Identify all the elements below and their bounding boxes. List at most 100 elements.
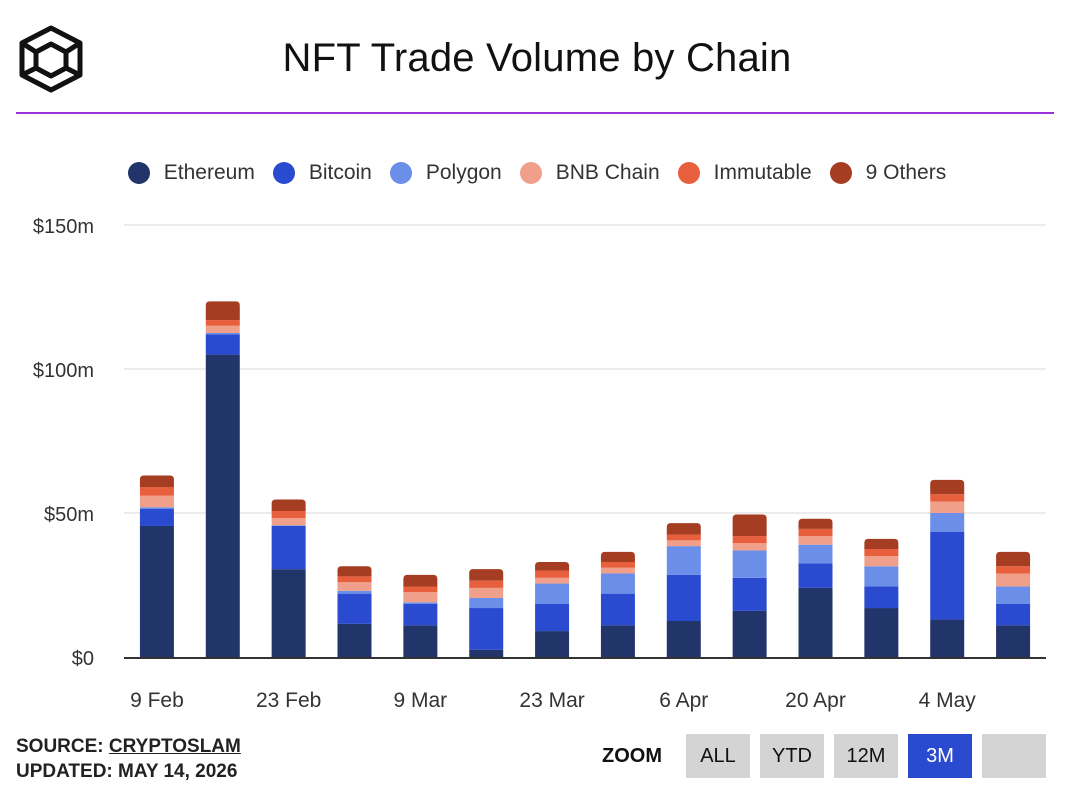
bar-segment-immutable bbox=[732, 536, 767, 544]
zoom-button-ytd[interactable]: YTD bbox=[760, 734, 824, 778]
bar-segment-ethereum bbox=[798, 587, 833, 657]
source-link[interactable]: CRYPTOSLAM bbox=[108, 736, 241, 757]
legend-swatch bbox=[272, 162, 295, 184]
bar-segment-polygon bbox=[996, 586, 1031, 604]
legend-item-immutable[interactable]: Immutable bbox=[677, 161, 812, 185]
bar-segment-immutable bbox=[666, 534, 701, 541]
bar-segment-9-others bbox=[535, 561, 570, 571]
bar-segment-ethereum bbox=[535, 631, 570, 657]
bar-segment-bitcoin bbox=[798, 563, 833, 588]
bar-segment-bnb-chain bbox=[205, 325, 240, 333]
updated-date: UPDATED: MAY 14, 2026 bbox=[16, 761, 238, 782]
x-tick-label: 6 Apr bbox=[659, 689, 708, 712]
bar-segment-9-others bbox=[666, 523, 701, 535]
bar-segment-bitcoin bbox=[996, 603, 1031, 626]
x-tick-label: 4 May bbox=[919, 689, 977, 712]
block-logo-icon bbox=[19, 25, 83, 93]
source-line: SOURCE: CRYPTOSLAM bbox=[16, 734, 241, 759]
legend-item-polygon[interactable]: Polygon bbox=[389, 161, 502, 185]
zoom-label: ZOOM bbox=[602, 744, 662, 767]
zoom-button-all[interactable]: ALL bbox=[686, 734, 750, 778]
x-tick-label: 23 Feb bbox=[256, 689, 321, 712]
bar-segment-9-others bbox=[798, 518, 833, 529]
bar-segment-ethereum bbox=[930, 619, 965, 657]
bar-segment-polygon bbox=[469, 597, 504, 609]
bar-segment-bitcoin bbox=[666, 574, 701, 621]
bar-segment-immutable bbox=[469, 580, 504, 588]
legend-label: 9 Others bbox=[865, 161, 947, 184]
bar-segment-immutable bbox=[930, 494, 965, 502]
title-divider bbox=[16, 112, 1054, 114]
bar-segment-9-others bbox=[930, 479, 965, 495]
bar-segment-immutable bbox=[337, 576, 372, 583]
x-tick-label: 23 Mar bbox=[519, 689, 584, 712]
bar-segment-polygon bbox=[864, 566, 899, 587]
bar-segment-bnb-chain bbox=[535, 577, 570, 584]
legend-swatch bbox=[677, 162, 700, 184]
bar-segment-ethereum bbox=[666, 621, 701, 657]
bar-segment-bitcoin bbox=[864, 586, 899, 609]
legend-swatch bbox=[829, 162, 852, 184]
legend-label: Ethereum bbox=[163, 161, 255, 184]
legend-item-ethereum[interactable]: Ethereum bbox=[127, 161, 255, 185]
bar-segment-bitcoin bbox=[535, 603, 570, 632]
bar-segment-9-others bbox=[139, 475, 174, 488]
legend-item-bnb-chain[interactable]: BNB Chain bbox=[519, 161, 660, 185]
bar-segment-bitcoin bbox=[337, 593, 372, 624]
bar-segment-9-others bbox=[996, 551, 1031, 567]
bar-segment-bnb-chain bbox=[732, 543, 767, 551]
bar-segment-polygon bbox=[139, 507, 174, 509]
chart-legend: Ethereum Bitcoin Polygon BNB Chain Immutable… bbox=[0, 156, 1074, 190]
bar-segment-polygon bbox=[798, 544, 833, 564]
legend-item-9-others[interactable]: 9 Others bbox=[829, 161, 947, 185]
bar-segment-bnb-chain bbox=[337, 582, 372, 591]
bar-segment-9-others bbox=[469, 569, 504, 581]
legend-label: BNB Chain bbox=[555, 161, 660, 184]
bar-segment-polygon bbox=[600, 573, 635, 594]
bar-segment-9-others bbox=[337, 566, 372, 577]
bar-segment-bitcoin bbox=[930, 531, 965, 620]
bar-segment-polygon bbox=[205, 333, 240, 335]
bar-segment-immutable bbox=[864, 549, 899, 557]
bar-segment-bnb-chain bbox=[271, 518, 306, 526]
x-tick-label: 9 Feb bbox=[130, 689, 184, 712]
y-tick-label: $150m bbox=[33, 216, 94, 238]
bar-segment-immutable bbox=[271, 510, 306, 519]
bar-segment-bnb-chain bbox=[139, 495, 174, 508]
source-label: SOURCE: bbox=[16, 736, 109, 757]
x-tick-label: 20 Apr bbox=[785, 689, 846, 712]
legend-item-bitcoin[interactable]: Bitcoin bbox=[272, 161, 372, 185]
zoom-controls: ZOOM ALL YTD 12M 3M bbox=[602, 734, 1046, 778]
chart-header: NFT Trade Volume by Chain bbox=[0, 0, 1074, 114]
bar-segment-polygon bbox=[337, 590, 372, 594]
bar-segment-bnb-chain bbox=[798, 536, 833, 545]
bar-segment-polygon bbox=[271, 525, 306, 526]
legend-label: Immutable bbox=[713, 161, 812, 184]
legend-swatch bbox=[127, 162, 150, 184]
x-tick-label: 9 Mar bbox=[394, 689, 448, 712]
bar-segment-bnb-chain bbox=[666, 540, 701, 547]
bar-segment-immutable bbox=[205, 320, 240, 326]
bar-segment-9-others bbox=[205, 301, 240, 321]
zoom-button-blank[interactable] bbox=[982, 734, 1046, 778]
bar-segment-ethereum bbox=[996, 625, 1031, 657]
bar-segment-ethereum bbox=[337, 623, 372, 657]
legend-swatch bbox=[389, 162, 412, 184]
bar-segment-polygon bbox=[930, 513, 965, 532]
bar-segment-9-others bbox=[732, 514, 767, 537]
bar-segment-ethereum bbox=[864, 608, 899, 657]
bar-segment-polygon bbox=[535, 583, 570, 604]
bar-segment-immutable bbox=[798, 528, 833, 537]
bar-segment-polygon bbox=[732, 550, 767, 578]
bar-segment-ethereum bbox=[139, 525, 174, 657]
zoom-button-3m[interactable]: 3M bbox=[908, 734, 972, 778]
legend-label: Bitcoin bbox=[308, 161, 372, 184]
zoom-button-12m[interactable]: 12M bbox=[834, 734, 898, 778]
bar-segment-immutable bbox=[139, 487, 174, 496]
bar-segment-ethereum bbox=[271, 569, 306, 657]
chart-title: NFT Trade Volume by Chain bbox=[282, 36, 792, 80]
bar-segment-bnb-chain bbox=[469, 587, 504, 598]
bar-segment-bitcoin bbox=[469, 608, 504, 650]
bar-segment-bitcoin bbox=[205, 334, 240, 355]
y-tick-label: $0 bbox=[72, 648, 94, 670]
